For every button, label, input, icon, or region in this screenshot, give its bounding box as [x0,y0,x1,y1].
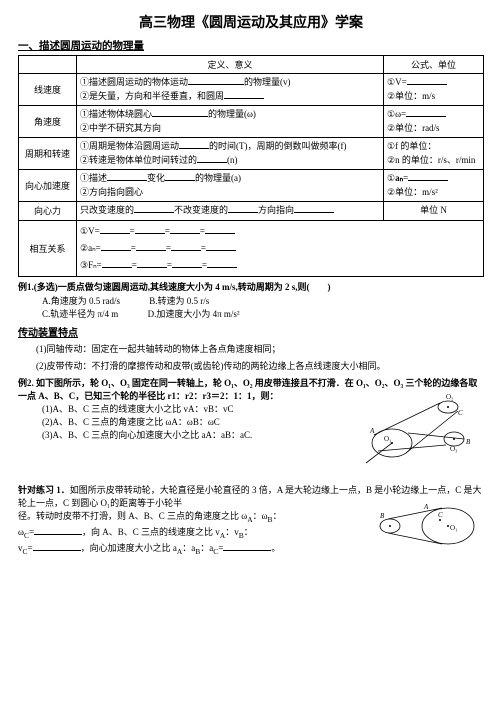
svg-text:O₂: O₂ [446,393,454,401]
transmission-header: 传动装置特点 [18,324,484,339]
svg-text:A: A [423,503,429,511]
section-1-header: 一、描述圆周运动的物理量 [18,38,484,53]
row-linear-velocity-formula: ①V=②单位：m/s [384,74,484,106]
example-1-head: 例1.(多选)一质点做匀速圆周运动,其线速度大小为 4 m/s,转动周期为 2 … [18,282,331,292]
svg-text:O₁: O₁ [384,435,392,443]
example-1-options: A.角速度为 0.5 rad/s B.转速为 0.5 r/s C.轨迹半径为 π… [18,294,484,320]
svg-text:O₃: O₃ [450,445,458,453]
row-centripetal-force-label: 向心力 [19,202,77,221]
row-centripetal-acc-def: ①描述变化的物理量(a)②方向指向圆心 [77,170,384,202]
example-1: 例1.(多选)一质点做匀速圆周运动,其线速度大小为 4 m/s,转动周期为 2 … [18,281,484,294]
practice-1-line2: 径。转动时皮带不打滑，则 A、B、C 三点的角速度之比 ωA：ωB： [18,511,282,521]
practice-1-line4: vC=，向心加速度大小之比 aA：aB：aC=。 [18,543,280,553]
practice-1-head-label: 针对练习 1． [18,485,70,495]
row-centripetal-acc-label: 向心加速度 [19,170,77,202]
svg-text:O₁: O₁ [450,524,458,532]
row-linear-velocity-label: 线速度 [19,74,77,106]
transmission-item-2: (2)皮带传动：不打滑的摩擦传动和皮带(或齿轮)传动的两轮边缘上各点线速度大小相… [18,360,484,373]
physics-table: 定义、意义 公式、单位 线速度 ①描述圆周运动的物体运动的物理量(v)②是矢量，… [18,55,484,277]
page-title: 高三物理《圆周运动及其应用》学案 [18,12,484,32]
row-angular-velocity-formula: ①ω=②单位：rad/s [384,106,484,138]
svg-text:A: A [369,427,375,435]
row-linear-velocity-def: ①描述圆周运动的物体运动的物理量(v)②是矢量，方向和半径垂直，和圆周 [77,74,384,106]
row-centripetal-acc-formula: ①aₙ=②单位：m/s² [384,170,484,202]
svg-text:B: B [380,512,385,520]
example-2-diagram: O₂ C B O₃ O₁ A [360,391,490,471]
th-definition: 定义、意义 [77,56,384,74]
example-2: 例2. 如下图所示，轮 O₁、O₃ 固定在同一转轴上，轮 O₁、O₂ 用皮带连接… [18,377,484,442]
th-formula: 公式、单位 [384,56,484,74]
practice-1: 针对练习 1．如图所示皮带转动轮，大轮直径是小轮直径的 3 倍，A 是大轮边缘上… [18,484,484,557]
practice-1-line3: ωC=，向 A、B、C 三点的线速度之比 vA：vB： [18,527,253,537]
row-centripetal-force-def: 只改变速度的不改变速度的方向指向 [77,202,384,221]
row-centripetal-force-formula: 单位 N [384,202,484,221]
row-period-def: ①周期是物体沿圆周运动的时间(T)，周期的倒数叫做频率(f)②转速是物体单位时间… [77,138,384,170]
svg-text:C: C [438,511,443,519]
transmission-item-1: (1)同轴传动：固定在一起共轴转动的物体上各点角速度相同； [18,343,484,356]
ex1-opt-c: C.轨迹半径为 π/4 m [42,309,118,319]
row-period-formula: ①f 的单位：②n 的单位：r/s、r/min [384,138,484,170]
practice-1-diagram: A B C O₁ [368,502,488,552]
row-relations-label: 相互关系 [19,220,77,276]
row-relations-content: ①V==== ②aₙ==== ③Fₙ==== [77,220,484,276]
ex1-opt-a: A.角速度为 0.5 rad/s [42,296,120,306]
svg-text:B: B [466,438,471,446]
row-period-label: 周期和转速 [19,138,77,170]
ex1-opt-d: D.加速度大小为 4π m/s² [148,309,240,319]
svg-text:C: C [458,409,463,417]
th-blank [19,56,77,74]
ex1-opt-b: B.转速为 0.5 r/s [149,296,209,306]
row-angular-velocity-label: 角速度 [19,106,77,138]
row-angular-velocity-def: ①描述物体绕圆心的物理量(ω)②中学不研究其方向 [77,106,384,138]
